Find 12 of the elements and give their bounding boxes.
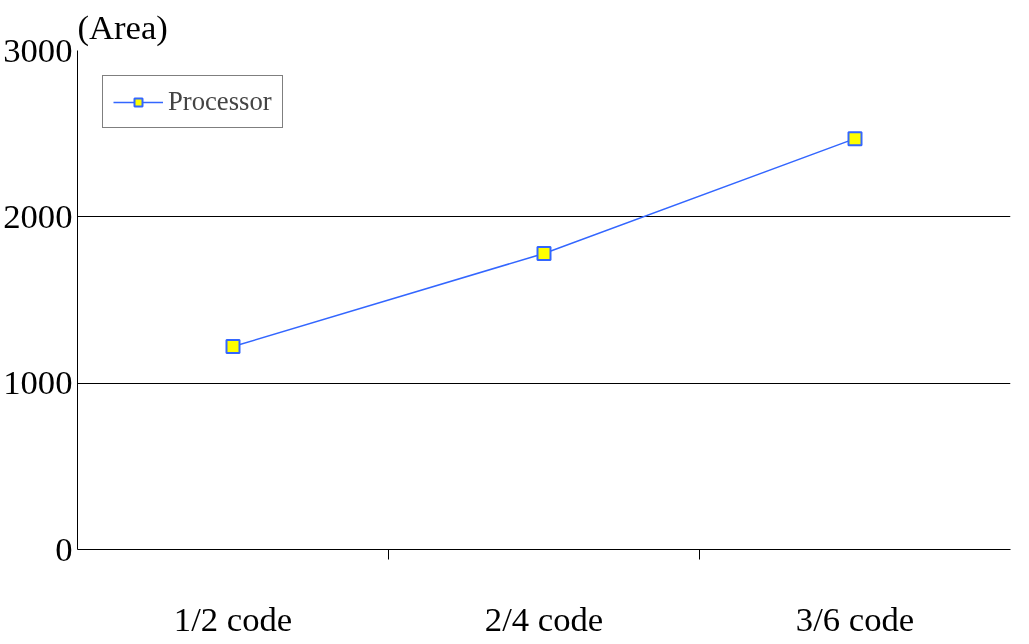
point <box>847 131 863 147</box>
y-tick-label: 0 <box>55 529 73 568</box>
x-tick-label: 2/4 code <box>484 599 604 638</box>
point <box>536 245 552 261</box>
y-tick-label: 3000 <box>3 30 73 69</box>
y-tick-label: 1000 <box>3 363 73 402</box>
x-tick-label: 3/6 code <box>795 599 915 638</box>
y-tick-label: 2000 <box>3 196 73 235</box>
point <box>225 339 241 355</box>
x-tick-label: 1/2 code <box>173 599 293 638</box>
legend-label: Processor <box>168 86 272 117</box>
y-axis-title: (Area) <box>77 7 168 47</box>
